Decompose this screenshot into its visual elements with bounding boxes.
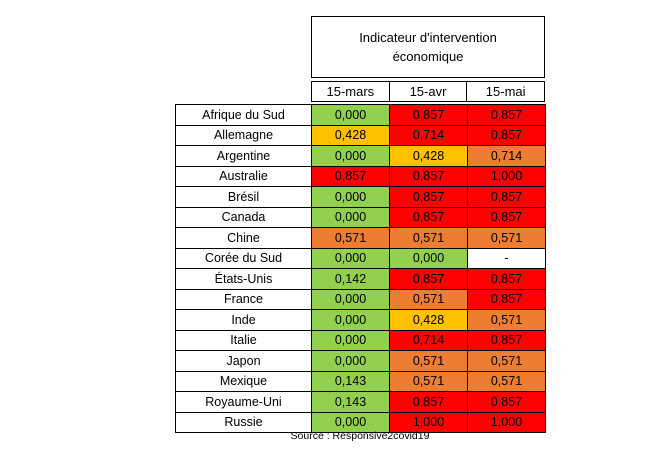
country-cell: Argentine [175, 145, 312, 167]
country-cell: États-Unis [175, 268, 312, 290]
table-row: Canada 0,000 0,857 0,857 [175, 206, 546, 228]
value-cell: 0,857 [389, 186, 468, 208]
table-row: Inde 0,000 0,428 0,571 [175, 309, 546, 331]
value-cell: 0,857 [389, 104, 468, 126]
country-cell: Chine [175, 227, 312, 249]
value-cell: 0,142 [311, 268, 390, 290]
table-row: Chine 0,571 0,571 0,571 [175, 227, 546, 249]
value-cell: 0,857 [389, 165, 468, 187]
date-header-mars: 15-mars [326, 84, 375, 99]
value-cell: 0,857 [311, 165, 390, 187]
value-cell: 0,571 [389, 370, 468, 392]
value-cell: 1,000 [467, 411, 546, 433]
table-row: Italie 0,000 0,714 0,857 [175, 329, 546, 351]
value-cell: 0,571 [467, 370, 546, 392]
value-cell: 0,571 [389, 288, 468, 310]
country-cell: Afrique du Sud [175, 104, 312, 126]
value-cell: 0,571 [389, 227, 468, 249]
value-cell: 0,857 [467, 186, 546, 208]
table-row: États-Unis 0,142 0,857 0,857 [175, 268, 546, 290]
value-cell: 0,714 [389, 124, 468, 146]
value-cell: 0,857 [467, 268, 546, 290]
value-cell: 0,857 [389, 391, 468, 413]
value-cell: 0,000 [311, 206, 390, 228]
value-cell: 0,571 [467, 350, 546, 372]
value-cell: 0,571 [389, 350, 468, 372]
value-cell: 0,428 [389, 145, 468, 167]
value-cell: - [467, 247, 546, 269]
value-cell: 0,857 [467, 206, 546, 228]
country-cell: Australie [175, 165, 312, 187]
country-cell: Royaume-Uni [175, 391, 312, 413]
country-cell: Allemagne [175, 124, 312, 146]
value-cell: 0,857 [467, 104, 546, 126]
value-cell: 0,000 [311, 186, 390, 208]
table-header-title: Indicateur d'intervention économique [311, 16, 545, 78]
country-cell: Russie [175, 411, 312, 433]
table-row: Brésil 0,000 0,857 0,857 [175, 186, 546, 208]
table-row: Corée du Sud 0,000 0,000- [175, 247, 546, 269]
date-header-avr: 15-avr [388, 82, 467, 101]
value-cell: 0,000 [389, 247, 468, 269]
table-row: Japon 0,000 0,571 0,571 [175, 350, 546, 372]
value-cell: 0,571 [311, 227, 390, 249]
value-cell: 0,857 [467, 124, 546, 146]
value-cell: 0,000 [311, 247, 390, 269]
country-cell: Corée du Sud [175, 247, 312, 269]
value-cell: 1,000 [389, 411, 468, 433]
country-cell: Canada [175, 206, 312, 228]
value-cell: 0,571 [467, 309, 546, 331]
table-row: Australie 0,857 0,857 1,000 [175, 165, 546, 187]
table-row: Allemagne 0,428 0,714 0,857 [175, 124, 546, 146]
value-cell: 0,000 [311, 329, 390, 351]
value-cell: 0,000 [311, 350, 390, 372]
data-table: Afrique du Sud 0,000 0,857 0,857 Allemagne 0,… [175, 104, 546, 433]
value-cell: 0,428 [389, 309, 468, 331]
country-cell: Mexique [175, 370, 312, 392]
value-cell: 0,714 [389, 329, 468, 351]
table-row: Royaume-Uni 0,143 0,857 0,857 [175, 391, 546, 413]
table-row: Russie 0,000 1,000 1,000 [175, 411, 546, 433]
country-cell: Italie [175, 329, 312, 351]
date-header-row: 15-mars 15-avr 15-mai [311, 81, 545, 102]
value-cell: 0,143 [311, 370, 390, 392]
value-cell: 0,000 [311, 309, 390, 331]
value-cell: 0,000 [311, 411, 390, 433]
table-row: Argentine 0,000 0,428 0,714 [175, 145, 546, 167]
value-cell: 0,428 [311, 124, 390, 146]
table-row: Afrique du Sud 0,000 0,857 0,857 [175, 104, 546, 126]
value-cell: 1,000 [467, 165, 546, 187]
date-header-mai: 15-mai [466, 82, 544, 101]
value-cell: 0,000 [311, 145, 390, 167]
value-cell: 0,857 [467, 329, 546, 351]
country-cell: Japon [175, 350, 312, 372]
value-cell: 0,857 [467, 288, 546, 310]
value-cell: 0,000 [311, 104, 390, 126]
value-cell: 0,857 [389, 206, 468, 228]
value-cell: 0,857 [467, 391, 546, 413]
value-cell: 0,000 [311, 288, 390, 310]
value-cell: 0,714 [467, 145, 546, 167]
value-cell: 0,143 [311, 391, 390, 413]
value-cell: 0,571 [467, 227, 546, 249]
source-note: Source : Responsive2covid19 [290, 430, 430, 442]
country-cell: France [175, 288, 312, 310]
value-cell: 0,857 [389, 268, 468, 290]
country-cell: Inde [175, 309, 312, 331]
table-row: France 0,000 0,571 0,857 [175, 288, 546, 310]
country-cell: Brésil [175, 186, 312, 208]
table-row: Mexique 0,143 0,571 0,571 [175, 370, 546, 392]
